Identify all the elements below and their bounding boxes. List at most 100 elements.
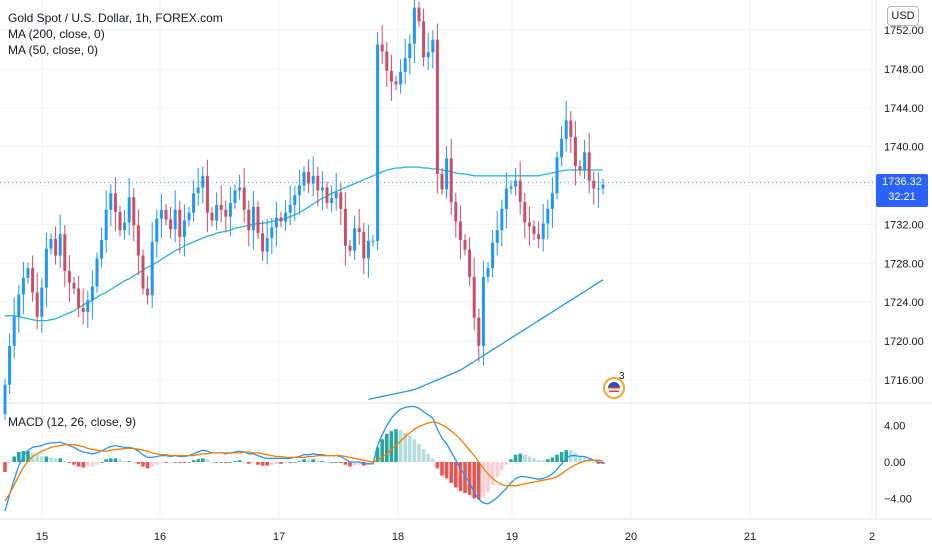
candle [238,187,242,191]
macd-histogram-bar [237,460,242,462]
ma50-legend[interactable]: MA (50, close, 0) [8,43,99,57]
ma200-legend[interactable]: MA (200, close, 0) [8,27,105,41]
macd-histogram-bar [67,462,72,463]
candle [495,230,499,243]
macd-histogram-bar [417,443,421,462]
economic-event-icon[interactable] [603,377,625,399]
macd-histogram-bar [504,462,509,465]
candle [215,204,219,221]
macd-histogram-bar [348,462,352,467]
candle [518,180,522,203]
macd-histogram-bar [532,458,536,462]
macd-histogram-bar [343,462,348,465]
macd-histogram-bar [251,462,256,463]
candle [468,249,472,277]
candle [587,152,591,181]
macd-histogram-bar [541,460,545,462]
candle [385,51,389,71]
candle [320,187,324,191]
candle [270,227,274,239]
candle [417,7,421,22]
candle [431,39,435,53]
macd-histogram-bar [53,458,58,462]
macd-histogram-bar [523,454,527,462]
macd-histogram-bar [141,462,145,467]
macd-histogram-bar [527,456,532,462]
candle [376,44,380,241]
macd-histogram-bar [164,462,168,463]
macd-histogram-bar [513,454,518,462]
candle [118,211,122,231]
macd-histogram-bar [214,462,219,463]
price-axis-tick: 1748.00 [884,64,924,76]
macd-axis-tick: 4.00 [884,421,905,433]
candle [532,226,536,235]
macd-histogram-bar [398,430,403,462]
candle [403,58,407,72]
macd-histogram-bar [325,462,329,463]
candle [569,120,573,137]
macd-histogram-bar [3,462,7,473]
candle [440,173,444,190]
candle [150,241,154,296]
candle [293,195,297,205]
candle [164,209,168,220]
last-price-value: 1736.32 [882,176,922,188]
candle [219,204,223,210]
macd-layer [3,405,605,512]
macd-histogram-bar [596,462,601,464]
ma50-layer [5,166,603,322]
macd-histogram-bar [63,461,67,462]
price-axis-tick: 1728.00 [884,258,924,270]
price-axis-tick: 1732.00 [884,219,924,231]
grid [0,0,932,520]
candle [288,204,292,213]
candle [426,52,430,58]
ma200-layer [368,279,604,401]
candle [173,209,177,230]
macd-histogram-bar [495,462,499,478]
macd-histogram-bar [293,462,297,463]
candle [481,276,485,346]
bar-countdown: 32:21 [888,191,916,203]
macd-histogram-bar [72,462,76,465]
candle [132,197,136,226]
candle [596,188,600,190]
price-axis-tick: 1744.00 [884,103,924,115]
candle [334,192,338,199]
candle [362,232,366,259]
currency-button[interactable]: USD [887,6,919,26]
macd-histogram-bar [90,462,95,467]
candle [399,71,403,85]
macd-histogram-bar [329,462,334,463]
macd-histogram-bar [403,432,407,462]
candle [224,209,228,217]
candle [58,234,62,256]
candle [435,39,439,174]
candle [537,234,541,239]
macd-histogram-bar [431,458,435,462]
symbol-title[interactable]: Gold Spot / U.S. Dollar, 1h, FOREX.com [8,11,223,25]
macd-histogram-bar [270,462,274,465]
macd-histogram-bar [509,459,513,462]
candle [550,193,554,209]
macd-histogram-bar [601,462,605,464]
candle [504,188,508,209]
candle [343,208,347,246]
macd-legend[interactable]: MACD (12, 26, close, 9) [8,414,136,430]
candle [49,238,53,249]
candle [178,209,182,238]
macd-histogram-bar [247,462,251,464]
candle [394,81,398,85]
macd-histogram-bar [449,462,453,483]
macd-histogram-bar [7,462,12,463]
candle [136,225,140,256]
candle [472,276,476,318]
candle [578,166,582,170]
macd-histogram-bar [109,458,113,462]
candle [256,206,260,234]
macd-title[interactable]: MACD (12, 26, close, 9) [8,415,137,429]
candle [422,21,426,58]
